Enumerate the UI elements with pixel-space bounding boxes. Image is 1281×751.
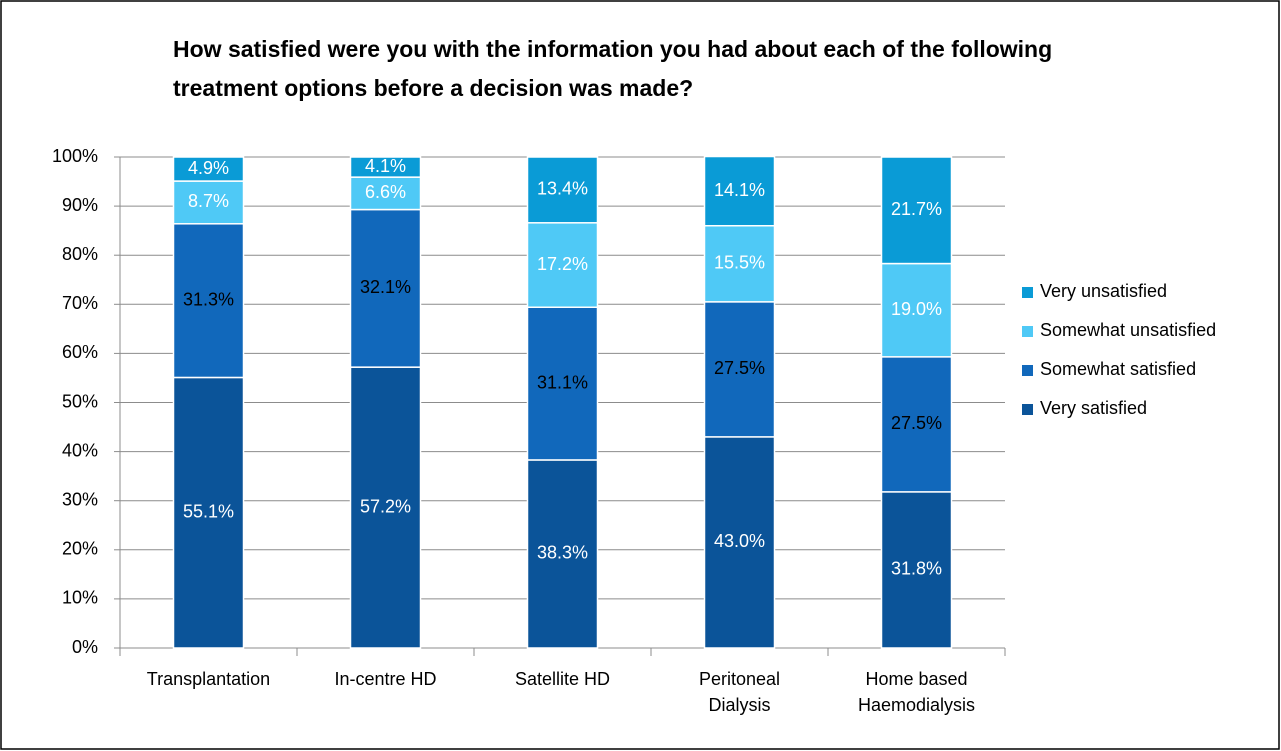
data-label: 32.1% <box>360 277 411 297</box>
y-tick-label: 20% <box>62 539 98 559</box>
data-label: 19.0% <box>891 299 942 319</box>
bar-segment <box>349 156 422 178</box>
x-tick-label: Satellite HD <box>514 669 611 689</box>
bar-segment <box>880 491 953 649</box>
data-label: 31.1% <box>537 372 588 392</box>
data-label: 4.1% <box>365 156 406 176</box>
data-label: 15.5% <box>714 253 765 273</box>
bar-segment <box>703 436 776 649</box>
y-tick-label: 50% <box>62 391 98 411</box>
legend-swatch <box>1022 326 1033 337</box>
data-label: 31.3% <box>183 289 234 309</box>
legend-swatch <box>1022 287 1033 298</box>
data-label: 27.5% <box>714 358 765 378</box>
data-label: 13.4% <box>537 179 588 199</box>
data-label: 4.9% <box>188 158 229 178</box>
legend-swatch <box>1022 365 1033 376</box>
bar-segment <box>526 459 599 649</box>
x-tick-label: Home based Haemodialysis <box>857 669 976 715</box>
bar-segment <box>880 356 953 493</box>
bar-segment <box>526 222 599 308</box>
y-tick-label: 80% <box>62 244 98 264</box>
bar-segment <box>880 262 953 358</box>
x-tick-label: In-centre HD <box>334 669 437 689</box>
x-tick-label: Peritoneal Dialysis <box>698 669 781 715</box>
bar-segment <box>703 155 776 227</box>
data-label: 55.1% <box>183 501 234 521</box>
data-label: 31.8% <box>891 559 942 579</box>
legend-label: Very satisfied <box>1040 398 1147 418</box>
bar-segment <box>526 156 599 224</box>
bar-segment <box>703 301 776 438</box>
y-tick-label: 0% <box>72 637 98 657</box>
bar-segment <box>880 156 953 265</box>
bar-segment <box>526 306 599 461</box>
bar-segment <box>172 223 245 379</box>
data-label: 57.2% <box>360 496 411 516</box>
x-tick-label: Transplantation <box>146 669 271 689</box>
data-label: 27.5% <box>891 413 942 433</box>
legend-swatch <box>1022 404 1033 415</box>
legend-label: Somewhat unsatisfied <box>1040 320 1216 340</box>
bar-segment <box>349 208 422 368</box>
data-label: 6.6% <box>365 182 406 202</box>
bar-segment <box>172 376 245 649</box>
legend-label: Very unsatisfied <box>1040 281 1167 301</box>
data-label: 43.0% <box>714 531 765 551</box>
chart-title: How satisfied were you with the informat… <box>173 36 1053 101</box>
data-label: 8.7% <box>188 191 229 211</box>
bar-segment <box>349 366 422 649</box>
data-label: 17.2% <box>537 254 588 274</box>
data-label: 38.3% <box>537 543 588 563</box>
bar-segment <box>703 224 776 303</box>
legend-label: Somewhat satisfied <box>1040 359 1196 379</box>
y-tick-label: 10% <box>62 588 98 608</box>
y-tick-label: 40% <box>62 440 98 460</box>
data-label: 14.1% <box>714 180 765 200</box>
y-tick-label: 30% <box>62 489 98 509</box>
data-label: 21.7% <box>891 199 942 219</box>
bar-segment <box>172 156 245 182</box>
y-tick-label: 70% <box>62 293 98 313</box>
y-tick-label: 100% <box>52 146 98 166</box>
y-tick-label: 60% <box>62 342 98 362</box>
y-tick-label: 90% <box>62 195 98 215</box>
